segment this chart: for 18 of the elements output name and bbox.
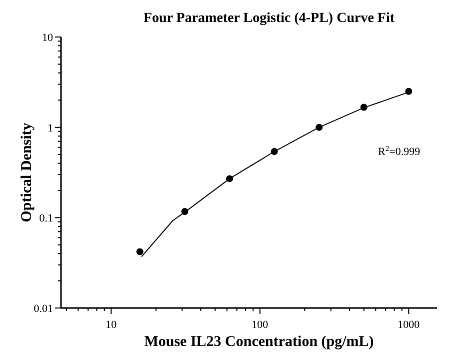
annotation: R$^{2}$=0.999	[378, 144, 421, 158]
point	[136, 248, 144, 256]
point	[226, 175, 234, 182]
chart-title: Four Parameter Logistic (4-PL) Curve Fit	[143, 11, 395, 26]
x-axis-title: Mouse IL23 Concentration (pg/mL)	[144, 334, 374, 350]
y-tick-label: 1	[48, 122, 53, 134]
x-tick-label: 10	[106, 319, 118, 331]
point	[270, 148, 278, 156]
point	[316, 124, 323, 131]
x-tick-label: 100	[252, 319, 269, 331]
y-tick-label: 0.01	[34, 303, 53, 315]
point	[405, 88, 412, 95]
y-axis-title: Optical Density	[19, 122, 35, 222]
x-tick-label: 1000	[398, 319, 420, 331]
y-tick-label: 0.1	[39, 212, 53, 225]
point	[360, 104, 368, 111]
y-tick-label: 10	[42, 32, 54, 44]
point	[181, 208, 188, 216]
